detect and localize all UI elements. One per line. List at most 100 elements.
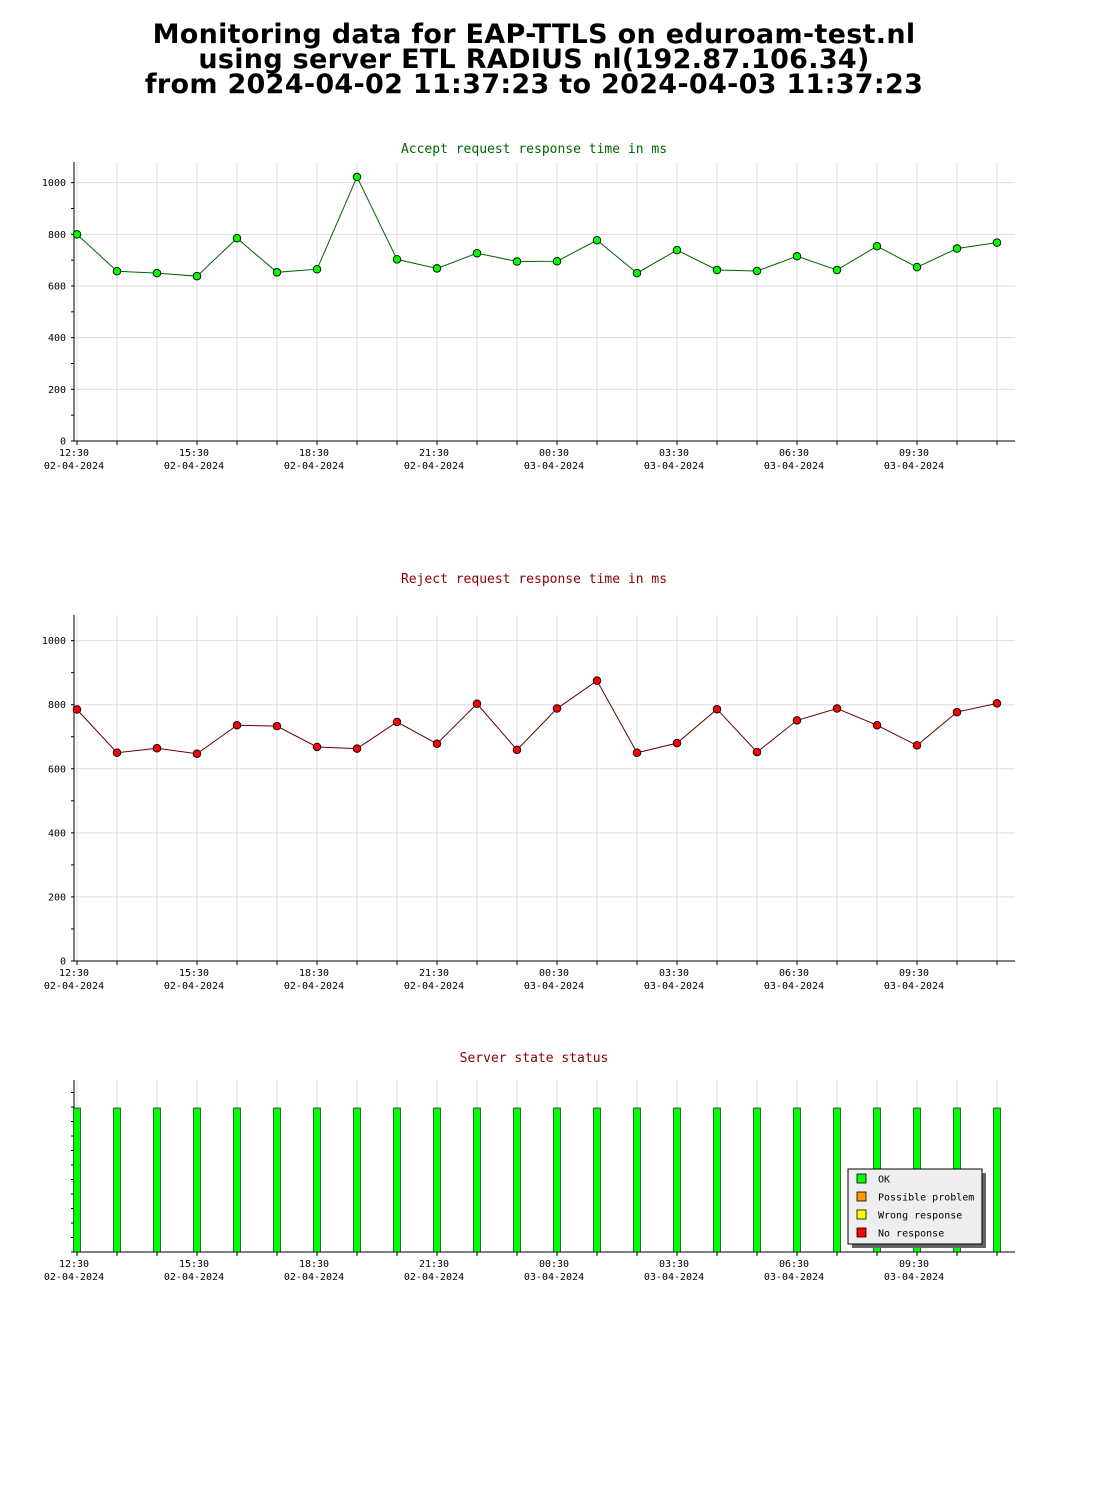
x-tick-label-time: 18:30 bbox=[299, 1259, 329, 1270]
x-tick-label-time: 21:30 bbox=[419, 1259, 449, 1270]
x-tick-label-date: 03-04-2024 bbox=[884, 981, 944, 992]
x-tick-label-date: 03-04-2024 bbox=[524, 461, 584, 472]
data-point bbox=[192, 271, 202, 281]
data-point bbox=[752, 266, 762, 276]
y-tick-label: 400 bbox=[48, 333, 66, 344]
y-tick-label: 400 bbox=[48, 828, 66, 839]
y-tick-label: 800 bbox=[48, 700, 66, 711]
data-point bbox=[632, 748, 642, 758]
x-tick-label-date: 02-04-2024 bbox=[44, 1272, 104, 1283]
status-bar bbox=[193, 1107, 201, 1253]
data-point bbox=[392, 717, 402, 727]
x-tick-label-time: 00:30 bbox=[539, 1259, 569, 1270]
status-bar bbox=[833, 1107, 841, 1253]
data-point bbox=[672, 738, 682, 748]
data-point bbox=[952, 707, 962, 717]
x-tick-label-time: 00:30 bbox=[539, 448, 569, 459]
data-point bbox=[712, 265, 722, 275]
data-point bbox=[112, 267, 122, 276]
reject-response-chart: Reject request response time in ms12:300… bbox=[42, 572, 1015, 992]
x-tick-label-date: 02-04-2024 bbox=[284, 461, 344, 472]
x-tick-label-time: 09:30 bbox=[899, 448, 929, 459]
data-point bbox=[312, 264, 322, 274]
data-point bbox=[232, 720, 242, 730]
x-tick-label-time: 09:30 bbox=[899, 1259, 929, 1270]
x-tick-label-time: 15:30 bbox=[179, 448, 209, 459]
data-point bbox=[272, 721, 282, 731]
x-tick-label-time: 12:30 bbox=[59, 448, 89, 459]
data-point bbox=[912, 741, 922, 750]
data-point bbox=[872, 241, 882, 251]
data-point bbox=[592, 236, 602, 245]
x-tick-label-date: 03-04-2024 bbox=[764, 461, 824, 472]
x-tick-label-date: 03-04-2024 bbox=[644, 981, 704, 992]
x-tick-label-date: 03-04-2024 bbox=[524, 1272, 584, 1283]
x-tick-label-time: 12:30 bbox=[59, 1259, 89, 1270]
legend-label: Possible problem bbox=[878, 1193, 974, 1204]
x-tick-label-time: 06:30 bbox=[779, 968, 809, 979]
x-tick-label-time: 21:30 bbox=[419, 968, 449, 979]
status-bar bbox=[793, 1107, 801, 1253]
y-tick-label: 1000 bbox=[42, 178, 66, 189]
x-tick-label-date: 02-04-2024 bbox=[164, 461, 224, 472]
x-tick-label-date: 02-04-2024 bbox=[284, 1272, 344, 1283]
status-bar bbox=[593, 1107, 601, 1253]
x-tick-label-date: 02-04-2024 bbox=[44, 461, 104, 472]
data-point bbox=[592, 676, 602, 685]
y-tick-label: 0 bbox=[60, 957, 66, 968]
data-point bbox=[432, 739, 442, 749]
legend-swatch bbox=[856, 1173, 867, 1184]
chart-title: Server state status bbox=[460, 1051, 609, 1066]
data-point bbox=[352, 744, 362, 753]
status-bar bbox=[633, 1107, 641, 1253]
data-point bbox=[632, 268, 642, 278]
x-tick-label-date: 02-04-2024 bbox=[44, 981, 104, 992]
data-point bbox=[192, 749, 202, 758]
x-tick-label-time: 12:30 bbox=[59, 968, 89, 979]
data-point bbox=[952, 244, 962, 253]
data-point bbox=[512, 257, 522, 266]
data-point bbox=[832, 265, 842, 275]
status-bar bbox=[553, 1107, 561, 1253]
page-title-line-1: Monitoring data for EAP-TTLS on eduroam-… bbox=[152, 19, 916, 50]
server-status-chart: Server state status 12:30 02-04-2024 15:30 0… bbox=[44, 1051, 1015, 1283]
status-bar bbox=[353, 1107, 361, 1253]
x-tick-label-time: 15:30 bbox=[179, 1259, 209, 1270]
series-line bbox=[76, 679, 998, 755]
legend: OK Possible problem Wrong response No respo… bbox=[847, 1168, 986, 1248]
legend-label: OK bbox=[878, 1175, 890, 1186]
x-tick-label-time: 18:30 bbox=[299, 448, 329, 459]
status-bar bbox=[513, 1107, 521, 1253]
page-title: Monitoring data for EAP-TTLS on eduroam-… bbox=[0, 19, 1068, 98]
status-bar bbox=[473, 1107, 481, 1253]
page-title-line-2: using server ETL RADIUS nl(192.87.106.34… bbox=[198, 44, 870, 75]
status-bar bbox=[153, 1107, 161, 1253]
data-point bbox=[392, 255, 402, 264]
x-tick-label-time: 03:30 bbox=[659, 1259, 689, 1270]
legend-swatch bbox=[856, 1191, 867, 1202]
data-point bbox=[912, 262, 922, 272]
data-point bbox=[112, 748, 122, 758]
data-point bbox=[992, 699, 1002, 708]
status-bar bbox=[673, 1107, 681, 1253]
y-tick-label: 1000 bbox=[42, 636, 66, 647]
data-point bbox=[312, 742, 322, 752]
x-tick-label-date: 03-04-2024 bbox=[764, 1272, 824, 1283]
x-tick-label-date: 02-04-2024 bbox=[164, 1272, 224, 1283]
y-tick-label: 200 bbox=[48, 385, 66, 396]
status-bar bbox=[753, 1107, 761, 1253]
data-point bbox=[552, 256, 562, 266]
data-point bbox=[72, 705, 82, 714]
x-tick-label-time: 00:30 bbox=[539, 968, 569, 979]
x-tick-label-date: 02-04-2024 bbox=[404, 981, 464, 992]
data-point bbox=[472, 248, 482, 258]
y-tick-label: 800 bbox=[48, 230, 66, 241]
data-point bbox=[432, 264, 442, 273]
x-tick-label-date: 03-04-2024 bbox=[764, 981, 824, 992]
y-tick-label: 600 bbox=[48, 764, 66, 775]
status-bar bbox=[713, 1107, 721, 1253]
status-bar bbox=[993, 1107, 1001, 1253]
legend-swatch bbox=[856, 1227, 867, 1238]
x-tick-label-date: 02-04-2024 bbox=[164, 981, 224, 992]
data-point bbox=[72, 230, 82, 239]
